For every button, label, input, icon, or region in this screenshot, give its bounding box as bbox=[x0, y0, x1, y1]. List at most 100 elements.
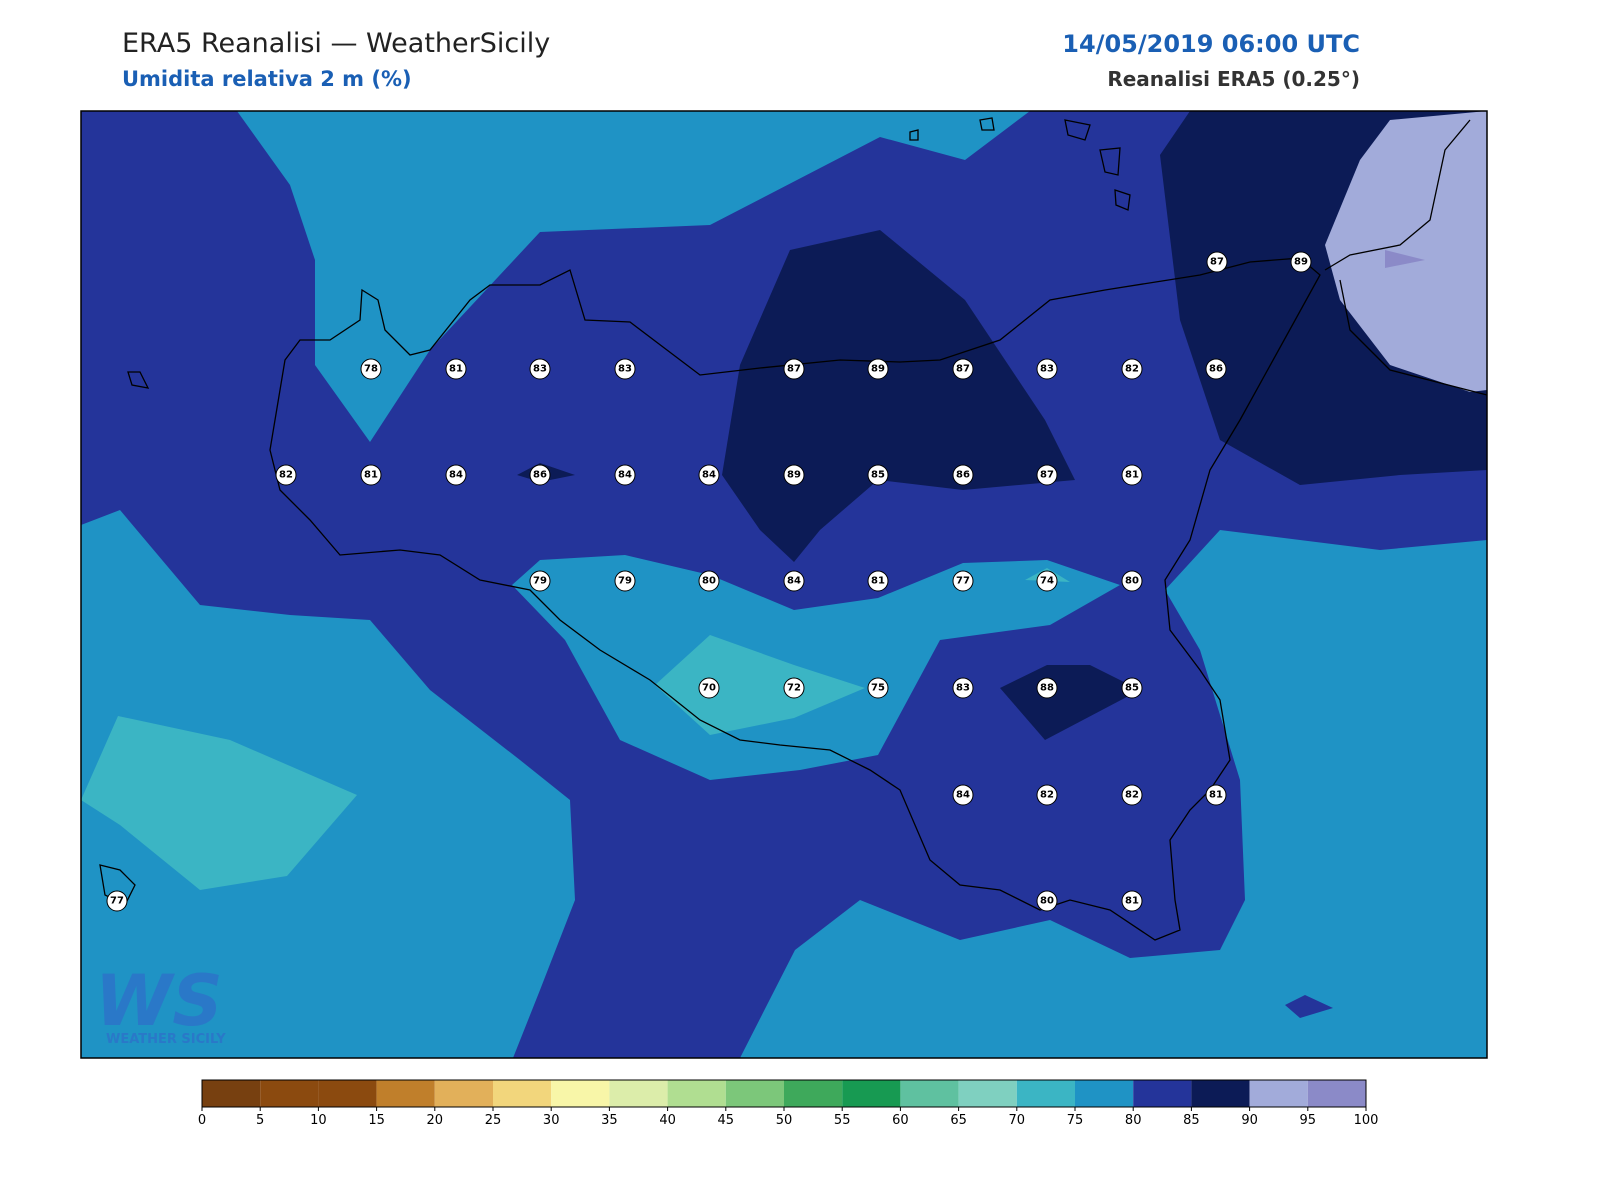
logo-mark: WS bbox=[95, 960, 223, 1042]
colorbar-bin bbox=[667, 1080, 726, 1107]
station-value: 82 bbox=[279, 470, 293, 481]
logo: WS WEATHER SICILY bbox=[95, 960, 226, 1047]
coastlines bbox=[99, 117, 1488, 941]
colorbar-bin bbox=[318, 1080, 377, 1107]
colorbar-bin bbox=[1016, 1080, 1075, 1107]
colorbar-tick-label: 0 bbox=[198, 1113, 206, 1128]
station-marker bbox=[529, 358, 551, 380]
station-marker bbox=[1036, 677, 1058, 699]
colorbar-bin bbox=[434, 1080, 493, 1107]
colorbar-tick-label: 80 bbox=[1125, 1113, 1142, 1128]
station-value: 83 bbox=[1040, 364, 1054, 375]
station-marker bbox=[445, 464, 467, 486]
colorbar-tick-label: 50 bbox=[776, 1113, 793, 1128]
station-value: 82 bbox=[1125, 790, 1139, 801]
colorbar-tick-label: 55 bbox=[834, 1113, 851, 1128]
station-value: 88 bbox=[1040, 683, 1054, 694]
station-value: 83 bbox=[956, 683, 970, 694]
station-value: 84 bbox=[449, 470, 463, 481]
station-marker bbox=[698, 677, 720, 699]
station-marker bbox=[1036, 784, 1058, 806]
colorbar-tick-label: 70 bbox=[1009, 1113, 1026, 1128]
colorbar-tick-label: 25 bbox=[485, 1113, 502, 1128]
subtitle: Umidita relativa 2 m (%) bbox=[122, 67, 412, 91]
station-marker bbox=[445, 358, 467, 380]
colorbar: 0 5 10 15 20 25 30 35 40 45 50 55 60 65 70 75 80 85 90 95 10… bbox=[198, 1079, 1379, 1128]
station-marker bbox=[1121, 570, 1143, 592]
station-value: 78 bbox=[364, 364, 378, 375]
station-value: 81 bbox=[1125, 896, 1139, 907]
station-value: 72 bbox=[787, 683, 801, 694]
station-marker bbox=[529, 464, 551, 486]
station-value: 83 bbox=[618, 364, 632, 375]
station-value: 82 bbox=[1040, 790, 1054, 801]
station-marker bbox=[867, 677, 889, 699]
station-value: 79 bbox=[533, 576, 547, 587]
station-marker bbox=[952, 464, 974, 486]
station-value: 89 bbox=[1294, 257, 1308, 268]
station-value: 81 bbox=[871, 576, 885, 587]
colorbar-bin bbox=[1133, 1080, 1192, 1107]
station-value: 85 bbox=[871, 470, 885, 481]
station-value: 77 bbox=[110, 896, 124, 907]
station-marker bbox=[360, 464, 382, 486]
station-marker bbox=[614, 464, 636, 486]
colorbar-tick-label: 95 bbox=[1300, 1113, 1317, 1128]
colorbar-tick-label: 40 bbox=[659, 1113, 676, 1128]
station-marker bbox=[867, 464, 889, 486]
colorbar-tick-label: 30 bbox=[543, 1113, 560, 1128]
station-marker bbox=[1036, 358, 1058, 380]
station-marker bbox=[698, 464, 720, 486]
station-marker bbox=[867, 358, 889, 380]
station-value: 84 bbox=[956, 790, 970, 801]
colorbar-bin bbox=[725, 1080, 784, 1107]
colorbar-tick-label: 45 bbox=[718, 1113, 735, 1128]
source: Reanalisi ERA5 (0.25°) bbox=[1107, 67, 1360, 91]
station-value: 84 bbox=[618, 470, 632, 481]
colorbar-tick-label: 85 bbox=[1183, 1113, 1200, 1128]
station-marker bbox=[360, 358, 382, 380]
station-marker bbox=[1036, 464, 1058, 486]
station-marker bbox=[952, 677, 974, 699]
station-marker bbox=[867, 570, 889, 592]
colorbar-tick-label: 75 bbox=[1067, 1113, 1084, 1128]
station-marker bbox=[783, 464, 805, 486]
station-value: 81 bbox=[364, 470, 378, 481]
colorbar-bin bbox=[900, 1080, 959, 1107]
colorbar-tick-label: 60 bbox=[892, 1113, 909, 1128]
station-marker bbox=[1121, 890, 1143, 912]
station-marker bbox=[952, 784, 974, 806]
colorbar-tick-label: 100 bbox=[1354, 1113, 1379, 1128]
colorbar-tick-label: 35 bbox=[601, 1113, 618, 1128]
station-value: 80 bbox=[702, 576, 716, 587]
station-value: 89 bbox=[787, 470, 801, 481]
station-value: 86 bbox=[1209, 364, 1223, 375]
station-value: 87 bbox=[1210, 257, 1224, 268]
contour-fill bbox=[81, 111, 1487, 1058]
station-marker bbox=[529, 570, 551, 592]
station-value: 87 bbox=[956, 364, 970, 375]
station-marker bbox=[783, 677, 805, 699]
station-value: 83 bbox=[533, 364, 547, 375]
station-value: 77 bbox=[956, 576, 970, 587]
colorbar-bin bbox=[376, 1080, 435, 1107]
station-value: 89 bbox=[871, 364, 885, 375]
map-frame bbox=[80, 110, 1488, 1059]
station-value: 85 bbox=[1125, 683, 1139, 694]
station-value: 84 bbox=[702, 470, 716, 481]
station-marker bbox=[952, 570, 974, 592]
colorbar-tick-label: 10 bbox=[310, 1113, 327, 1128]
station-marker bbox=[106, 890, 128, 912]
station-marker bbox=[275, 464, 297, 486]
station-marker bbox=[1036, 890, 1058, 912]
station-value: 87 bbox=[787, 364, 801, 375]
station-value: 80 bbox=[1040, 896, 1054, 907]
colorbar-bin bbox=[260, 1080, 319, 1107]
colorbar-tick-label: 65 bbox=[950, 1113, 967, 1128]
colorbar-tick-label: 15 bbox=[368, 1113, 385, 1128]
station-value: 81 bbox=[449, 364, 463, 375]
station-value: 74 bbox=[1040, 576, 1054, 587]
station-marker bbox=[1036, 570, 1058, 592]
